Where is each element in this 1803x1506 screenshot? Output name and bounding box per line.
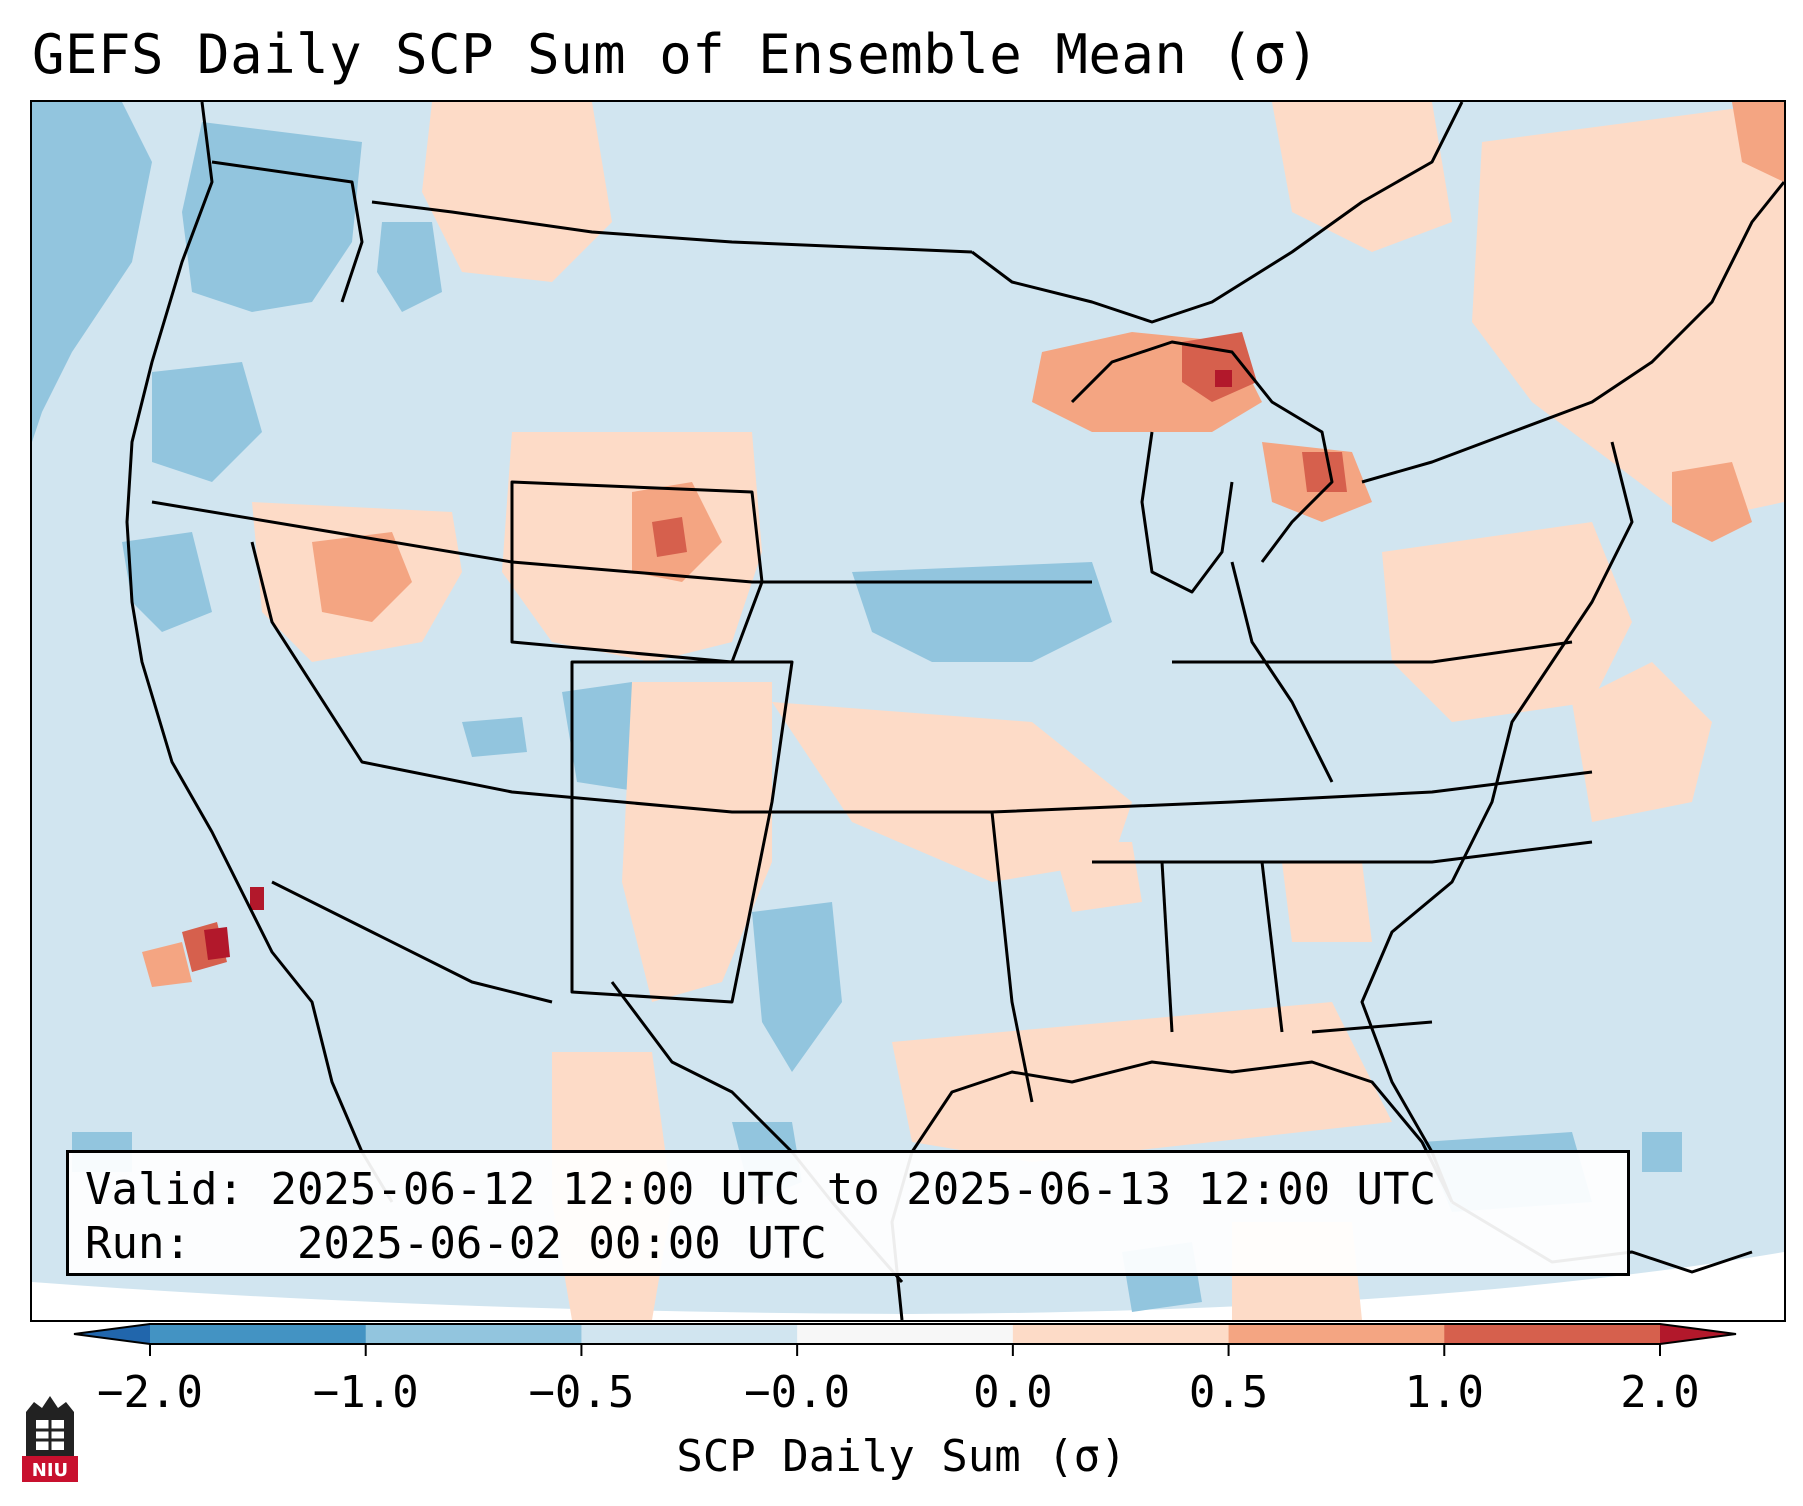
ohio-line: [1172, 640, 1573, 664]
colorbar-ticks: [149, 1344, 1661, 1356]
colorbar-bin: [797, 1324, 1014, 1344]
colorbar-bin: [1012, 1324, 1230, 1344]
arkansas-positive: [1052, 842, 1142, 912]
state-line-1: [151, 500, 1092, 584]
quebec-newengland-positive: [1472, 102, 1784, 522]
ontario-positive: [1272, 102, 1452, 252]
logo-badge: [22, 1456, 78, 1482]
logo-text: NIU: [32, 1460, 68, 1481]
lake-michigan-outline: [1140, 431, 1234, 594]
niu-logo: NIU: [22, 1396, 78, 1482]
colorbar-label: SCP Daily Sum (σ): [676, 1431, 1127, 1482]
oregon-coast-negative: [152, 362, 262, 482]
mexico-border-west: [271, 880, 553, 1004]
fl-ga-line: [1311, 1020, 1433, 1034]
idaho-core-positive: [312, 532, 412, 622]
wyoming-outline: [510, 480, 764, 664]
socal-offshore-extreme: [204, 927, 230, 960]
east-coast-outline: [1360, 441, 1634, 1203]
texas-panhandle-negative: [752, 902, 842, 1072]
pennsylvania-positive: [1382, 522, 1632, 722]
colorbar-tick-label: 1.0: [1404, 1367, 1485, 1418]
lake-superior-strong: [1182, 332, 1257, 402]
superior-extreme: [1215, 370, 1232, 387]
valid-row: Valid: 2025-06-12 12:00 UTC to 2025-06-1…: [85, 1163, 1611, 1217]
washington-outline: [211, 160, 364, 303]
colorbar-bin: [581, 1324, 798, 1344]
colorado-nm-outline: [570, 660, 794, 1004]
iowa-nebraska-negative: [852, 562, 1112, 662]
colorbar-tick-label: −0.5: [528, 1367, 635, 1418]
colorbar-bin: [1444, 1324, 1661, 1344]
valid-label: Valid:: [85, 1164, 244, 1215]
colorbar-tick-label: 0.5: [1188, 1367, 1269, 1418]
great-lakes-canada-border: [971, 102, 1464, 324]
colorado-newmexico-positive: [622, 682, 772, 1002]
midatlantic-positive: [1572, 662, 1712, 822]
positive-moderate-regions: [142, 102, 1784, 987]
colorbar-bin: [365, 1324, 582, 1344]
socal-offshore-moderate: [142, 942, 192, 987]
positive-strong-regions: [182, 332, 1347, 972]
caribbean-negative-1: [1642, 1132, 1682, 1172]
colorbar-tick-label: −2.0: [97, 1367, 203, 1418]
positive-extreme-regions: [204, 370, 1232, 960]
gulf-positive: [892, 1002, 1392, 1162]
state-line-2: [250, 541, 1593, 814]
al-ga-line: [1260, 861, 1284, 1033]
michigan-outline: [1070, 340, 1334, 563]
colorbar-tick-label: −0.0: [744, 1367, 851, 1418]
valid-value: 2025-06-12 12:00 UTC to 2025-06-13 12:00…: [270, 1164, 1437, 1215]
run-value: 2025-06-02 00:00 UTC: [296, 1218, 827, 1269]
pacific-nw-offshore-negative: [32, 102, 152, 442]
colorbar-bin: [150, 1324, 367, 1344]
ms-al-line: [1160, 861, 1174, 1033]
tn-nc-line: [1092, 840, 1593, 864]
run-row: Run: 2025-06-02 00:00 UTC: [85, 1217, 1611, 1271]
colorbar-bin: [1228, 1324, 1445, 1344]
canada-border: [371, 200, 973, 254]
logo-window-grid: [36, 1420, 64, 1450]
ne-corner-positive: [1732, 102, 1784, 182]
montana-positive: [422, 102, 612, 282]
lake-huron-strong: [1302, 452, 1347, 492]
n-california-negative: [122, 532, 212, 632]
colorbar-tick-label: 2.0: [1620, 1367, 1700, 1418]
colorbar-tick-label: −1.0: [312, 1367, 419, 1418]
idaho-panhandle-negative: [377, 222, 442, 312]
maine-positive: [1672, 462, 1752, 542]
colorbar-over-arrow: [1660, 1324, 1736, 1344]
kansas-missouri-positive: [772, 702, 1132, 882]
mississippi-river: [1230, 561, 1334, 783]
colorbar: [73, 1323, 1737, 1356]
northeast-coast: [1361, 181, 1784, 484]
washington-negative: [182, 122, 362, 312]
map-panel: [30, 100, 1786, 1322]
west-coast-outline: [125, 102, 394, 1203]
colorbar-tick-label: 0.0: [973, 1367, 1053, 1418]
chart-title: GEFS Daily SCP Sum of Ensemble Mean (σ): [32, 23, 1320, 86]
wyoming-strong: [652, 517, 687, 557]
run-label: Run:: [85, 1218, 191, 1269]
texas-east-line: [990, 811, 1034, 1103]
utah-negative: [462, 717, 527, 757]
validity-info-box: Valid: 2025-06-12 12:00 UTC to 2025-06-1…: [66, 1150, 1630, 1276]
map-canvas: [32, 102, 1784, 1320]
colorbar-bins: [150, 1324, 1661, 1344]
colorbar-under-arrow: [74, 1324, 150, 1344]
la-basin-extreme: [250, 887, 264, 910]
georgia-positive: [1282, 862, 1372, 942]
